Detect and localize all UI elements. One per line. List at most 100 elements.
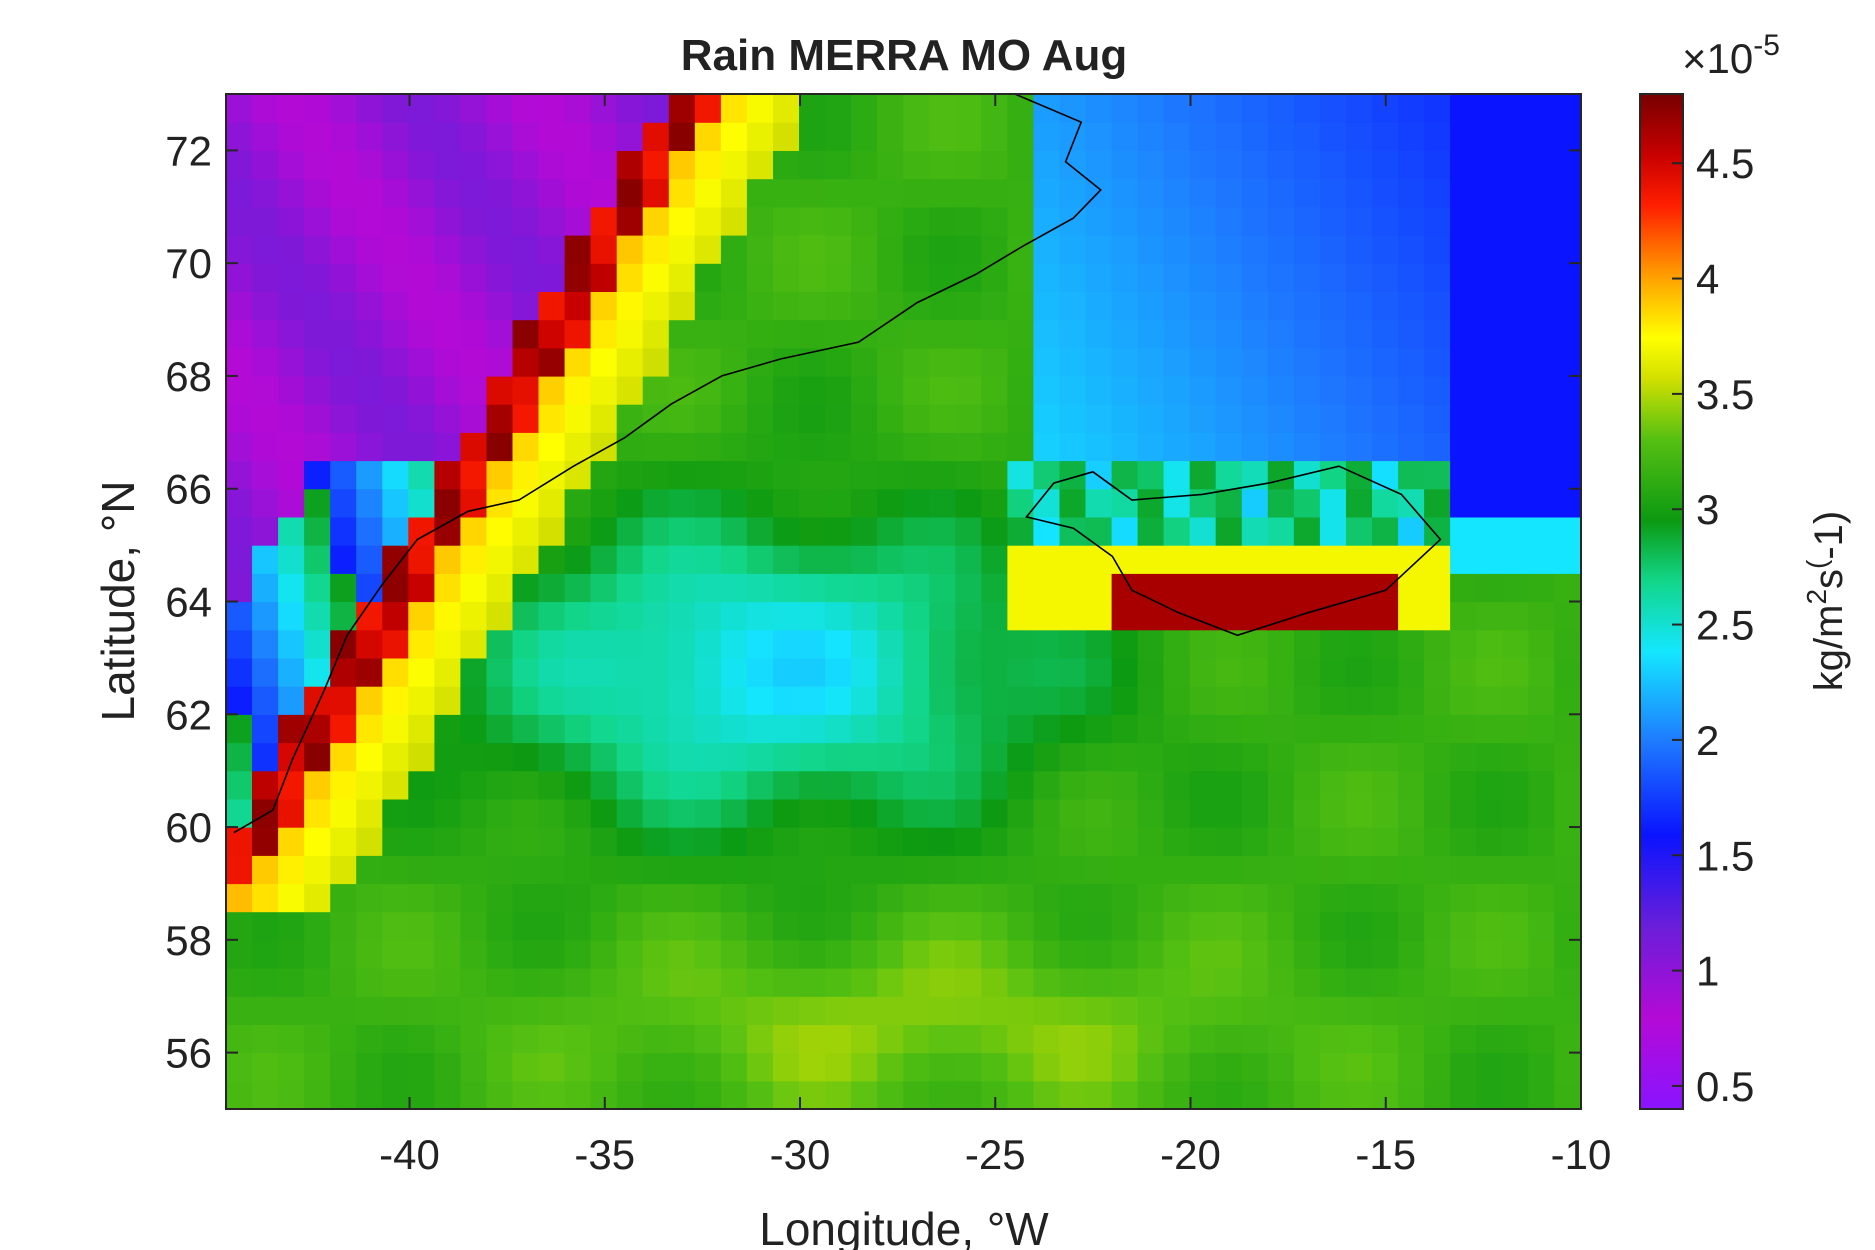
heatmap-cell bbox=[356, 263, 383, 292]
heatmap-cell bbox=[1293, 1024, 1321, 1054]
heatmap-cell bbox=[460, 206, 487, 236]
heatmap-cell bbox=[1111, 263, 1139, 292]
heatmap-cell bbox=[903, 686, 930, 715]
heatmap-cell bbox=[1372, 798, 1399, 828]
heatmap-cell bbox=[694, 545, 722, 574]
heatmap-cell bbox=[1111, 319, 1139, 349]
heatmap-cell bbox=[1528, 573, 1555, 603]
heatmap-cell bbox=[1424, 150, 1451, 180]
heatmap-cell bbox=[1319, 827, 1347, 856]
heatmap-cell bbox=[304, 545, 331, 574]
heatmap-cell bbox=[1007, 545, 1034, 574]
heatmap-cell bbox=[1502, 432, 1529, 462]
heatmap-cell bbox=[1241, 883, 1269, 913]
heatmap-cell bbox=[1319, 855, 1347, 885]
heatmap-cell bbox=[434, 516, 461, 546]
heatmap-cell bbox=[460, 798, 487, 828]
heatmap-cell bbox=[1215, 573, 1243, 603]
heatmap-cell bbox=[694, 770, 722, 800]
heatmap-cell bbox=[1554, 94, 1581, 123]
heatmap-cell bbox=[434, 573, 461, 603]
heatmap-cell bbox=[642, 968, 670, 997]
heatmap-cell bbox=[356, 122, 383, 151]
heatmap-cell bbox=[903, 347, 930, 377]
heatmap-cell bbox=[773, 770, 800, 800]
heatmap-cell bbox=[1137, 150, 1165, 180]
heatmap-cell bbox=[1502, 488, 1529, 518]
heatmap-cell bbox=[1424, 742, 1451, 772]
heatmap-cell bbox=[1450, 122, 1477, 151]
heatmap-cell bbox=[590, 516, 618, 546]
heatmap-cell bbox=[668, 375, 696, 405]
heatmap-cell bbox=[694, 911, 722, 941]
heatmap-cell bbox=[252, 291, 279, 321]
heatmap-cell bbox=[252, 1052, 279, 1082]
heatmap-cell bbox=[1163, 996, 1191, 1025]
heatmap-cell bbox=[486, 883, 514, 913]
heatmap-cell bbox=[564, 94, 592, 123]
heatmap-cell bbox=[1189, 235, 1217, 264]
heatmap-cell bbox=[825, 516, 852, 546]
heatmap-cell bbox=[278, 1024, 305, 1054]
heatmap-cell bbox=[799, 178, 826, 208]
colorbar-label-sup1: 2 bbox=[1801, 589, 1832, 605]
heatmap-cell bbox=[460, 404, 487, 433]
heatmap-cell bbox=[694, 516, 722, 546]
heatmap-cell bbox=[1502, 516, 1529, 546]
heatmap-cell bbox=[564, 657, 592, 687]
heatmap-cell bbox=[1424, 263, 1451, 292]
heatmap-cell bbox=[1398, 94, 1425, 123]
heatmap-cell bbox=[1398, 516, 1425, 546]
heatmap-cell bbox=[538, 939, 566, 969]
heatmap-cell bbox=[773, 657, 800, 687]
heatmap-cell bbox=[434, 742, 461, 772]
heatmap-cell bbox=[1059, 996, 1087, 1025]
heatmap-cell bbox=[590, 827, 618, 856]
heatmap-cell bbox=[434, 939, 461, 969]
heatmap-cell bbox=[1189, 375, 1217, 405]
heatmap-cell bbox=[1033, 375, 1060, 405]
heatmap-cell bbox=[434, 206, 461, 236]
heatmap-cell bbox=[903, 235, 930, 264]
heatmap-cell bbox=[512, 601, 540, 631]
heatmap-cell bbox=[851, 1052, 878, 1082]
colorbar bbox=[1639, 93, 1684, 1110]
heatmap-cell bbox=[720, 460, 748, 490]
heatmap-cell bbox=[903, 1080, 930, 1110]
heatmap-cell bbox=[1007, 798, 1034, 828]
heatmap-cell bbox=[694, 206, 722, 236]
heatmap-cell bbox=[1137, 488, 1165, 518]
heatmap-cell bbox=[538, 404, 566, 433]
heatmap-cell bbox=[590, 573, 618, 603]
heatmap-cell bbox=[564, 686, 592, 715]
heatmap-cell bbox=[1450, 657, 1477, 687]
heatmap-cell bbox=[720, 996, 748, 1025]
heatmap-cell bbox=[1372, 911, 1399, 941]
heatmap-cell bbox=[1554, 629, 1581, 659]
heatmap-cell bbox=[538, 94, 566, 123]
heatmap-cell bbox=[668, 883, 696, 913]
heatmap-cell bbox=[929, 742, 956, 772]
heatmap-cell bbox=[1033, 432, 1060, 462]
heatmap-cell bbox=[1267, 629, 1295, 659]
heatmap-cell bbox=[304, 798, 331, 828]
heatmap-cell bbox=[773, 150, 800, 180]
heatmap-cell bbox=[799, 206, 826, 236]
heatmap-cell bbox=[1267, 573, 1295, 603]
heatmap-cell bbox=[538, 235, 566, 264]
heatmap-cell bbox=[434, 545, 461, 574]
heatmap-cell bbox=[460, 1080, 487, 1110]
heatmap-cell bbox=[1215, 657, 1243, 687]
heatmap-cell bbox=[720, 1024, 748, 1054]
heatmap-cell bbox=[903, 122, 930, 151]
heatmap-cell bbox=[694, 1052, 722, 1082]
heatmap-cell bbox=[1163, 235, 1191, 264]
y-tick-label: 68 bbox=[165, 353, 212, 400]
heatmap-cell bbox=[278, 939, 305, 969]
heatmap-cell bbox=[1267, 883, 1295, 913]
heatmap-cell bbox=[825, 939, 852, 969]
heatmap-cell bbox=[1372, 488, 1399, 518]
heatmap-cell bbox=[356, 629, 383, 659]
heatmap-cell bbox=[408, 629, 435, 659]
heatmap-cell bbox=[512, 1024, 540, 1054]
